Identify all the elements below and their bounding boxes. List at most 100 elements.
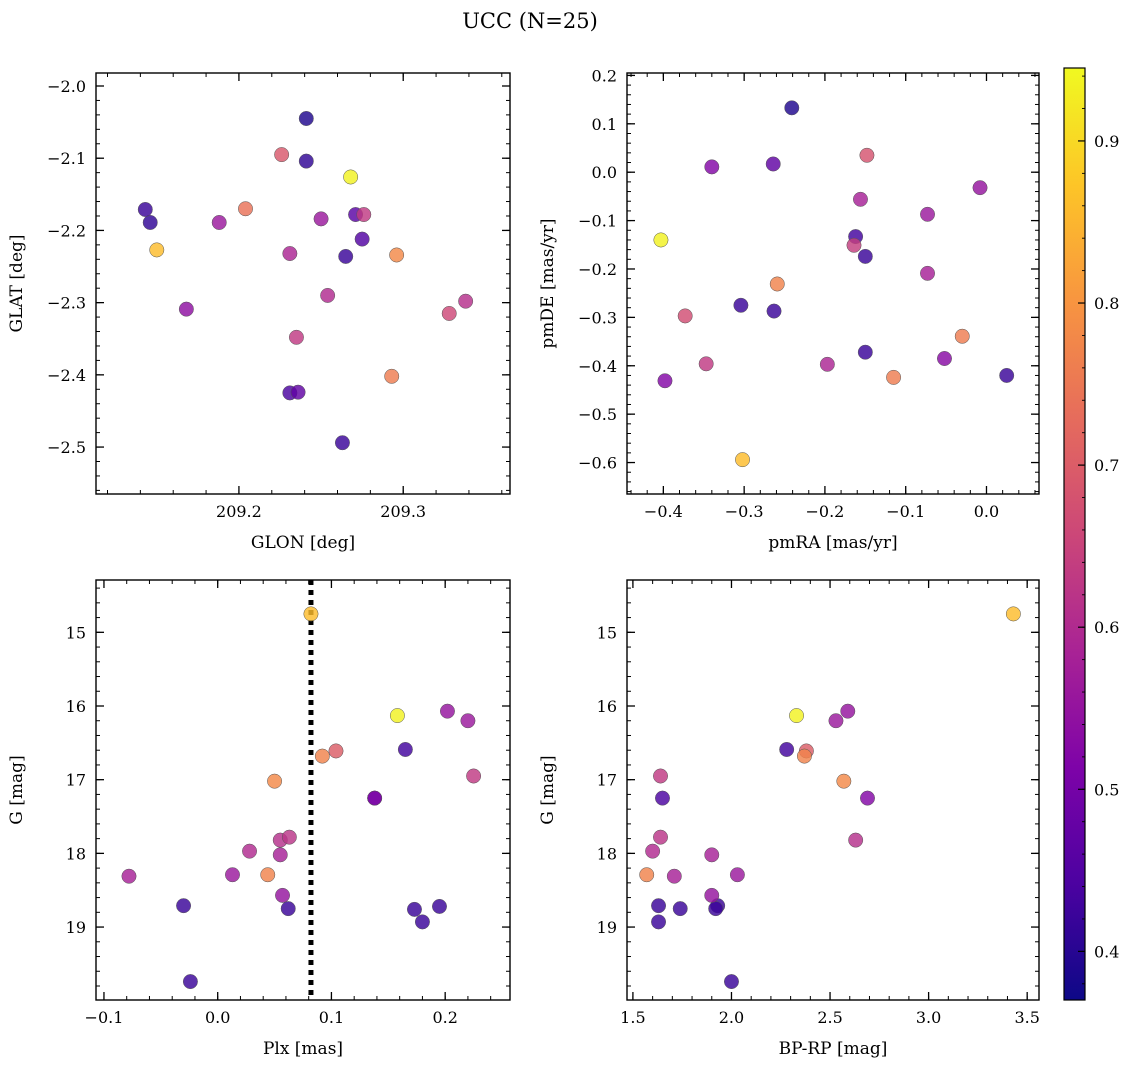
y-tick-label: 15 (597, 623, 617, 642)
colorbar-tick-label: 0.4 (1094, 942, 1119, 961)
scatter-point (937, 351, 952, 366)
scatter-point (645, 843, 661, 859)
scatter-point (853, 191, 868, 207)
scatter-point (460, 713, 476, 729)
scatter-point (840, 703, 856, 719)
plot-frame (626, 579, 1040, 1001)
y-tick-label: 19 (66, 918, 86, 937)
scatter-point (704, 887, 720, 903)
x-axis-label: Plx [mas] (263, 1039, 343, 1059)
scatter-point (314, 748, 330, 764)
x-tick-label: 0.0 (974, 502, 999, 521)
y-axis-label: GLAT [deg] (7, 234, 27, 332)
scatter-point (367, 790, 383, 806)
y-tick-label: −0.3 (578, 308, 617, 327)
scatter-point (242, 843, 257, 859)
scatter-point (389, 247, 405, 263)
scatter-point (860, 790, 875, 806)
y-tick-label: −0.1 (578, 212, 617, 231)
y-tick-label: −0.4 (578, 357, 617, 376)
scatter-point (666, 868, 682, 884)
scatter-point (828, 713, 844, 729)
x-axis-label: pmRA [mas/yr] (768, 533, 897, 553)
x-tick-label: 209.2 (216, 502, 262, 521)
colorbar-tick-label: 0.7 (1094, 456, 1119, 475)
scatter-point (999, 367, 1015, 383)
x-tick-label: 0.2 (432, 1008, 457, 1027)
scatter-point (765, 156, 781, 172)
y-tick-label: −2.0 (47, 77, 86, 96)
scatter-point (724, 974, 739, 990)
scatter-point (225, 867, 240, 883)
x-axis-label: BP-RP [mag] (779, 1039, 888, 1059)
scatter-point (178, 301, 194, 317)
scatter-point (280, 901, 296, 917)
y-tick-label: −2.3 (47, 294, 86, 313)
scatter-point (274, 147, 290, 163)
x-tick-label: −0.1 (85, 1008, 124, 1027)
scatter-point (729, 867, 745, 883)
y-tick-label: 15 (66, 623, 86, 642)
y-axis-label: G [mag] (538, 755, 558, 824)
scatter-point (698, 356, 714, 372)
x-tick-label: 0.0 (205, 1008, 230, 1027)
scatter-point (655, 790, 670, 806)
scatter-point (704, 159, 720, 175)
scatter-point (886, 369, 902, 385)
x-tick-label: 3.0 (916, 1008, 941, 1027)
scatter-point (142, 215, 158, 230)
plot-frame (95, 579, 511, 1001)
scatter-point (211, 215, 227, 230)
scatter-point (441, 306, 457, 321)
scatter-point (653, 768, 668, 784)
x-tick-label: 0.1 (319, 1008, 344, 1027)
scatter-point (182, 974, 198, 990)
panel-cmd: 1.5 2.0 2.5 3.0 3.5 15 16 17 18 19 BP-RP [mag] G [m… (538, 579, 1040, 1059)
x-tick-label: 1.5 (620, 1008, 645, 1027)
scatter-point (920, 206, 935, 222)
y-tick-label: −2.5 (47, 438, 86, 457)
scatter-point (796, 748, 812, 764)
scatter-point (313, 211, 329, 227)
colorbar-tick-label: 0.9 (1094, 132, 1119, 151)
y-tick-label: 16 (597, 697, 617, 716)
x-tick-label: 2.0 (719, 1008, 744, 1027)
scatter-point (298, 111, 314, 126)
y-tick-label: 0.2 (592, 66, 617, 85)
scatter-point (439, 703, 455, 719)
scatter-point (653, 232, 669, 248)
y-tick-label: −2.2 (47, 221, 86, 240)
scatter-point (769, 276, 785, 292)
scatter-point (334, 435, 350, 451)
scatter-point (407, 901, 422, 917)
scatter-point (704, 847, 720, 863)
scatter-point (836, 773, 852, 789)
y-tick-label: −0.6 (578, 454, 617, 473)
scatter-point (784, 100, 800, 116)
scatter-point (677, 308, 693, 324)
scatter-point (972, 180, 988, 196)
y-tick-label: 19 (597, 918, 617, 937)
x-tick-label: 2.5 (817, 1008, 842, 1027)
y-axis-label: pmDE [mas/yr] (538, 218, 558, 348)
x-tick-label: 209.3 (380, 502, 426, 521)
scatter-point (343, 169, 359, 185)
colorbar-tick-label: 0.8 (1094, 294, 1119, 313)
scatter-point (397, 742, 413, 757)
scatter-point (356, 207, 372, 222)
plot-frame (626, 72, 1040, 495)
scatter-point (328, 743, 344, 759)
scatter-point (639, 867, 655, 883)
scatter-point (414, 914, 430, 930)
x-tick-label: −0.3 (725, 502, 764, 521)
scatter-point (789, 708, 804, 724)
scatter-point (857, 248, 873, 264)
y-tick-label: 17 (66, 771, 86, 790)
scatter-point (651, 914, 666, 930)
scatter-point (290, 384, 306, 400)
y-tick-label: 18 (66, 844, 86, 863)
scatter-point (384, 368, 400, 384)
scatter-point (708, 901, 724, 917)
scatter-point (859, 147, 875, 163)
